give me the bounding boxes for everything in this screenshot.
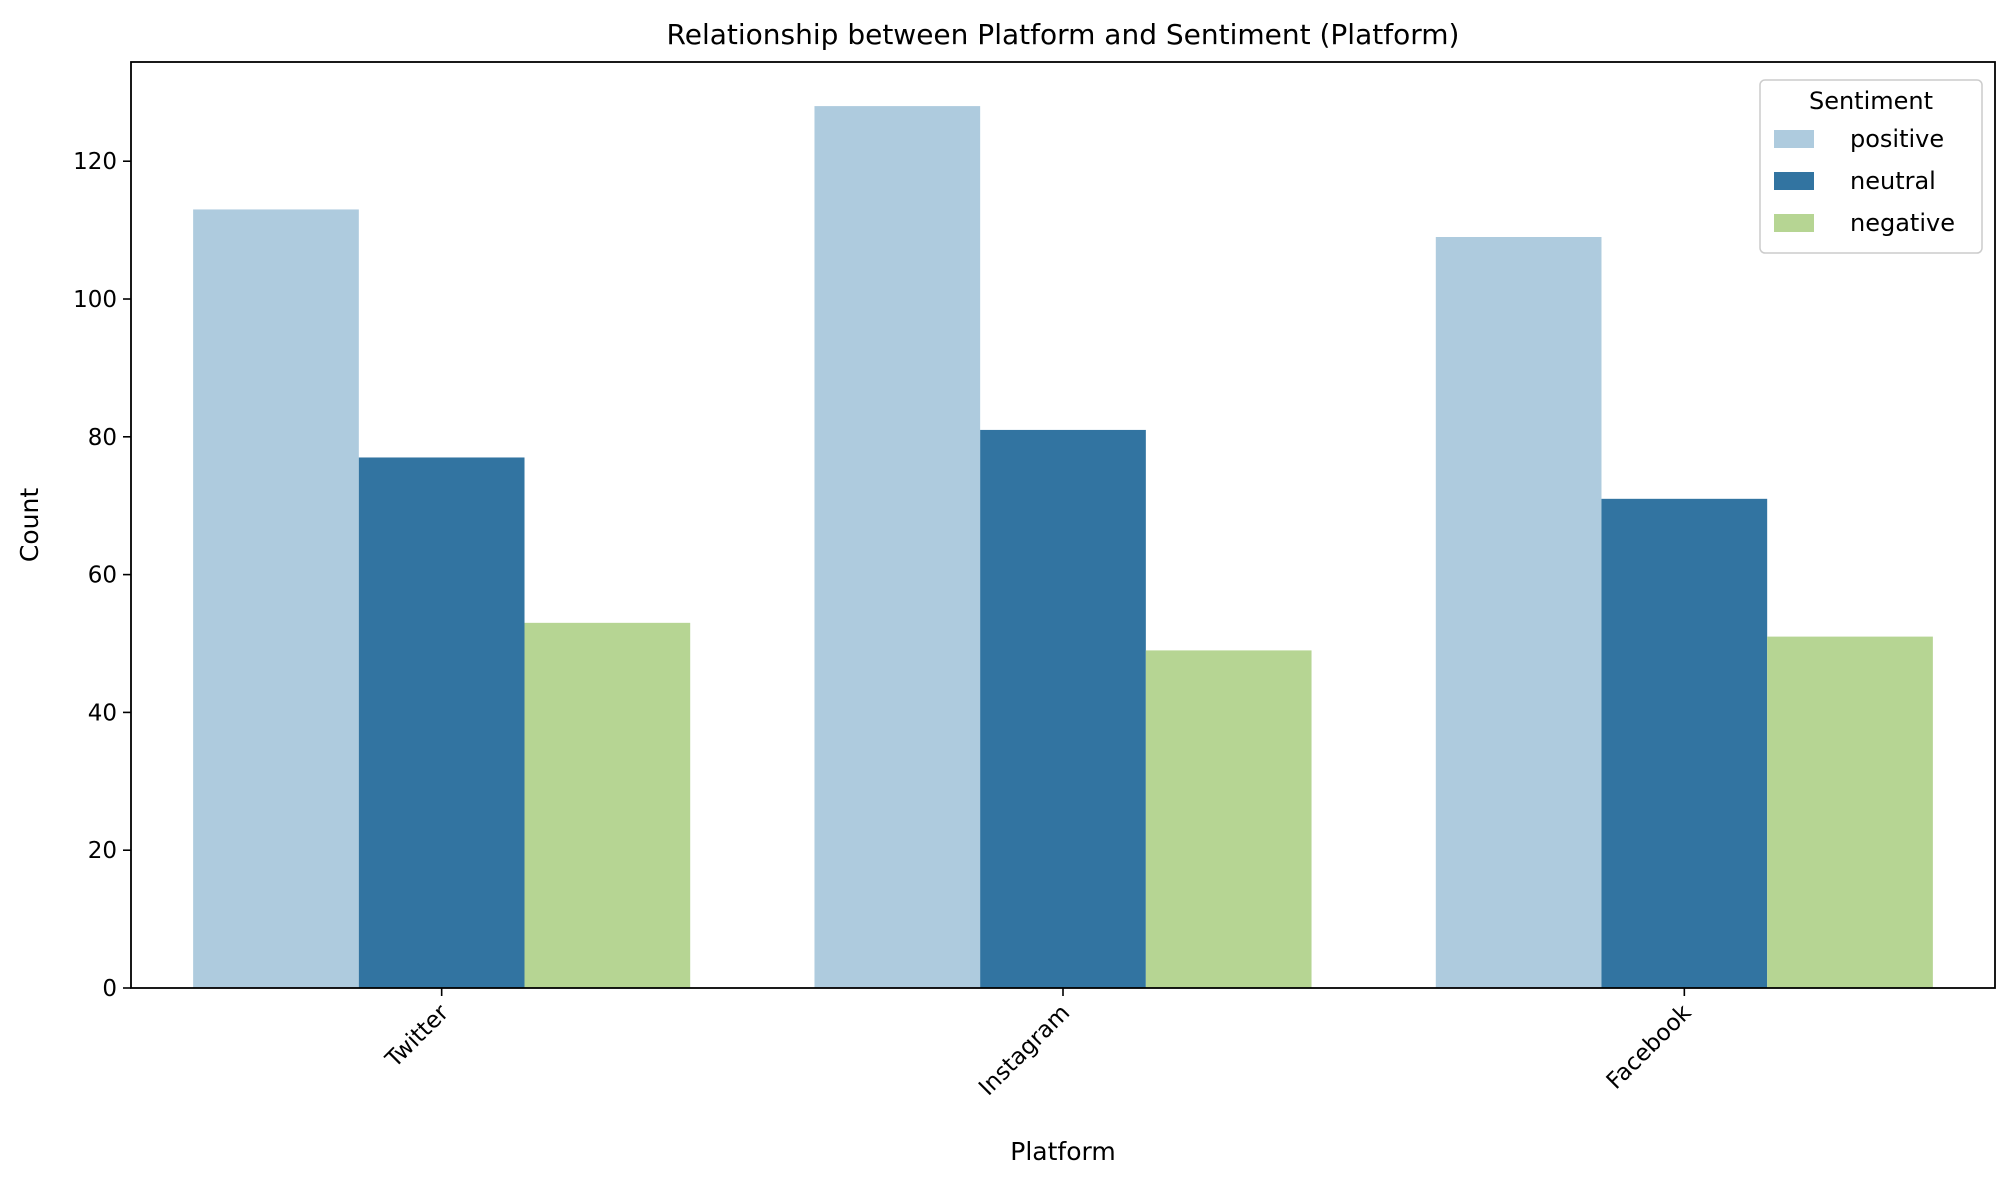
x-tick-label-instagram: Instagram [974, 1000, 1075, 1101]
y-axis-label: Count [15, 488, 44, 562]
legend-box [1759, 79, 1983, 254]
y-tick-label: 20 [88, 838, 117, 864]
legend-label-positive: positive [1850, 125, 1944, 153]
bar-facebook-negative [1767, 636, 1933, 988]
legend-label-neutral: neutral [1850, 167, 1936, 195]
y-tick-label: 60 [88, 563, 117, 589]
y-tick-label: 80 [88, 425, 117, 451]
bars [193, 106, 1933, 989]
bar-twitter-positive [193, 209, 359, 988]
legend-items: positive neutral negative [1774, 125, 1955, 237]
y-axis: 0 20 40 60 80 100 120 [73, 149, 131, 1002]
bar-facebook-neutral [1601, 498, 1768, 988]
chart-title: Relationship between Platform and Sentim… [667, 18, 1460, 51]
bar-instagram-neutral [980, 429, 1146, 988]
legend: Sentiment positive neutral negative [1759, 79, 1983, 254]
y-tick-label: 100 [73, 287, 117, 313]
x-tick-label-facebook: Facebook [1602, 999, 1697, 1094]
y-tick-label: 120 [73, 149, 117, 175]
bar-twitter-neutral [358, 457, 525, 989]
legend-swatch-negative [1774, 214, 1814, 232]
y-tick-label: 40 [88, 700, 117, 726]
x-axis-label: Platform [1010, 1137, 1115, 1166]
legend-title: Sentiment [1809, 87, 1933, 115]
bar-facebook-positive [1435, 237, 1602, 988]
y-tick-label: 0 [102, 976, 117, 1002]
bar-twitter-negative [524, 622, 691, 988]
legend-swatch-positive [1774, 130, 1814, 148]
bar-instagram-negative [1145, 650, 1312, 988]
x-axis: Twitter Instagram Facebook [380, 988, 1697, 1101]
bar-instagram-positive [814, 106, 981, 989]
legend-label-negative: negative [1850, 209, 1955, 237]
x-tick-label-twitter: Twitter [380, 999, 454, 1073]
legend-swatch-neutral [1774, 172, 1814, 190]
